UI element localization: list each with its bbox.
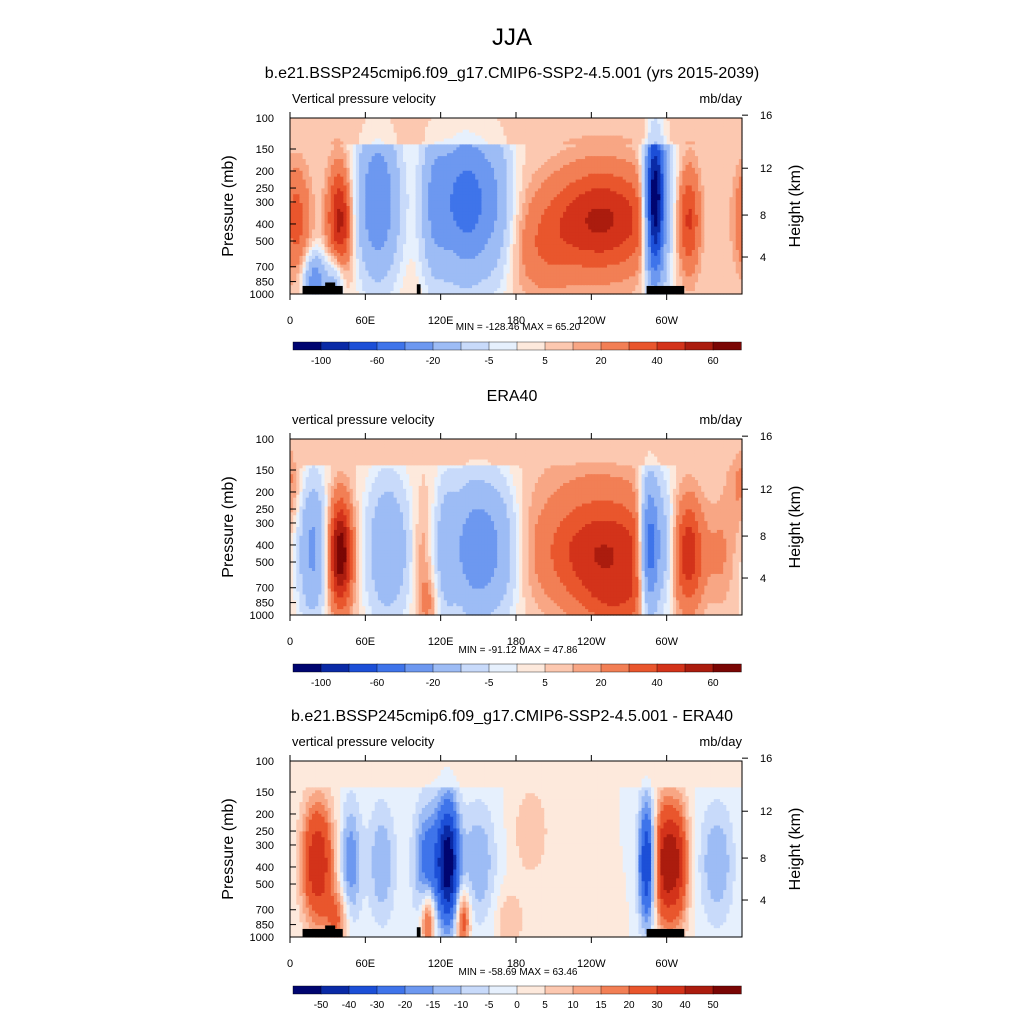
panel-title: b.e21.BSSP245cmip6.f09_g17.CMIP6-SSP2-4.… xyxy=(265,65,760,82)
field-contours xyxy=(290,118,743,295)
panel-left-label: Vertical pressure velocity xyxy=(292,91,436,106)
figure-main-title: JJA xyxy=(492,24,532,51)
panel-units-label: mb/day xyxy=(699,91,742,106)
